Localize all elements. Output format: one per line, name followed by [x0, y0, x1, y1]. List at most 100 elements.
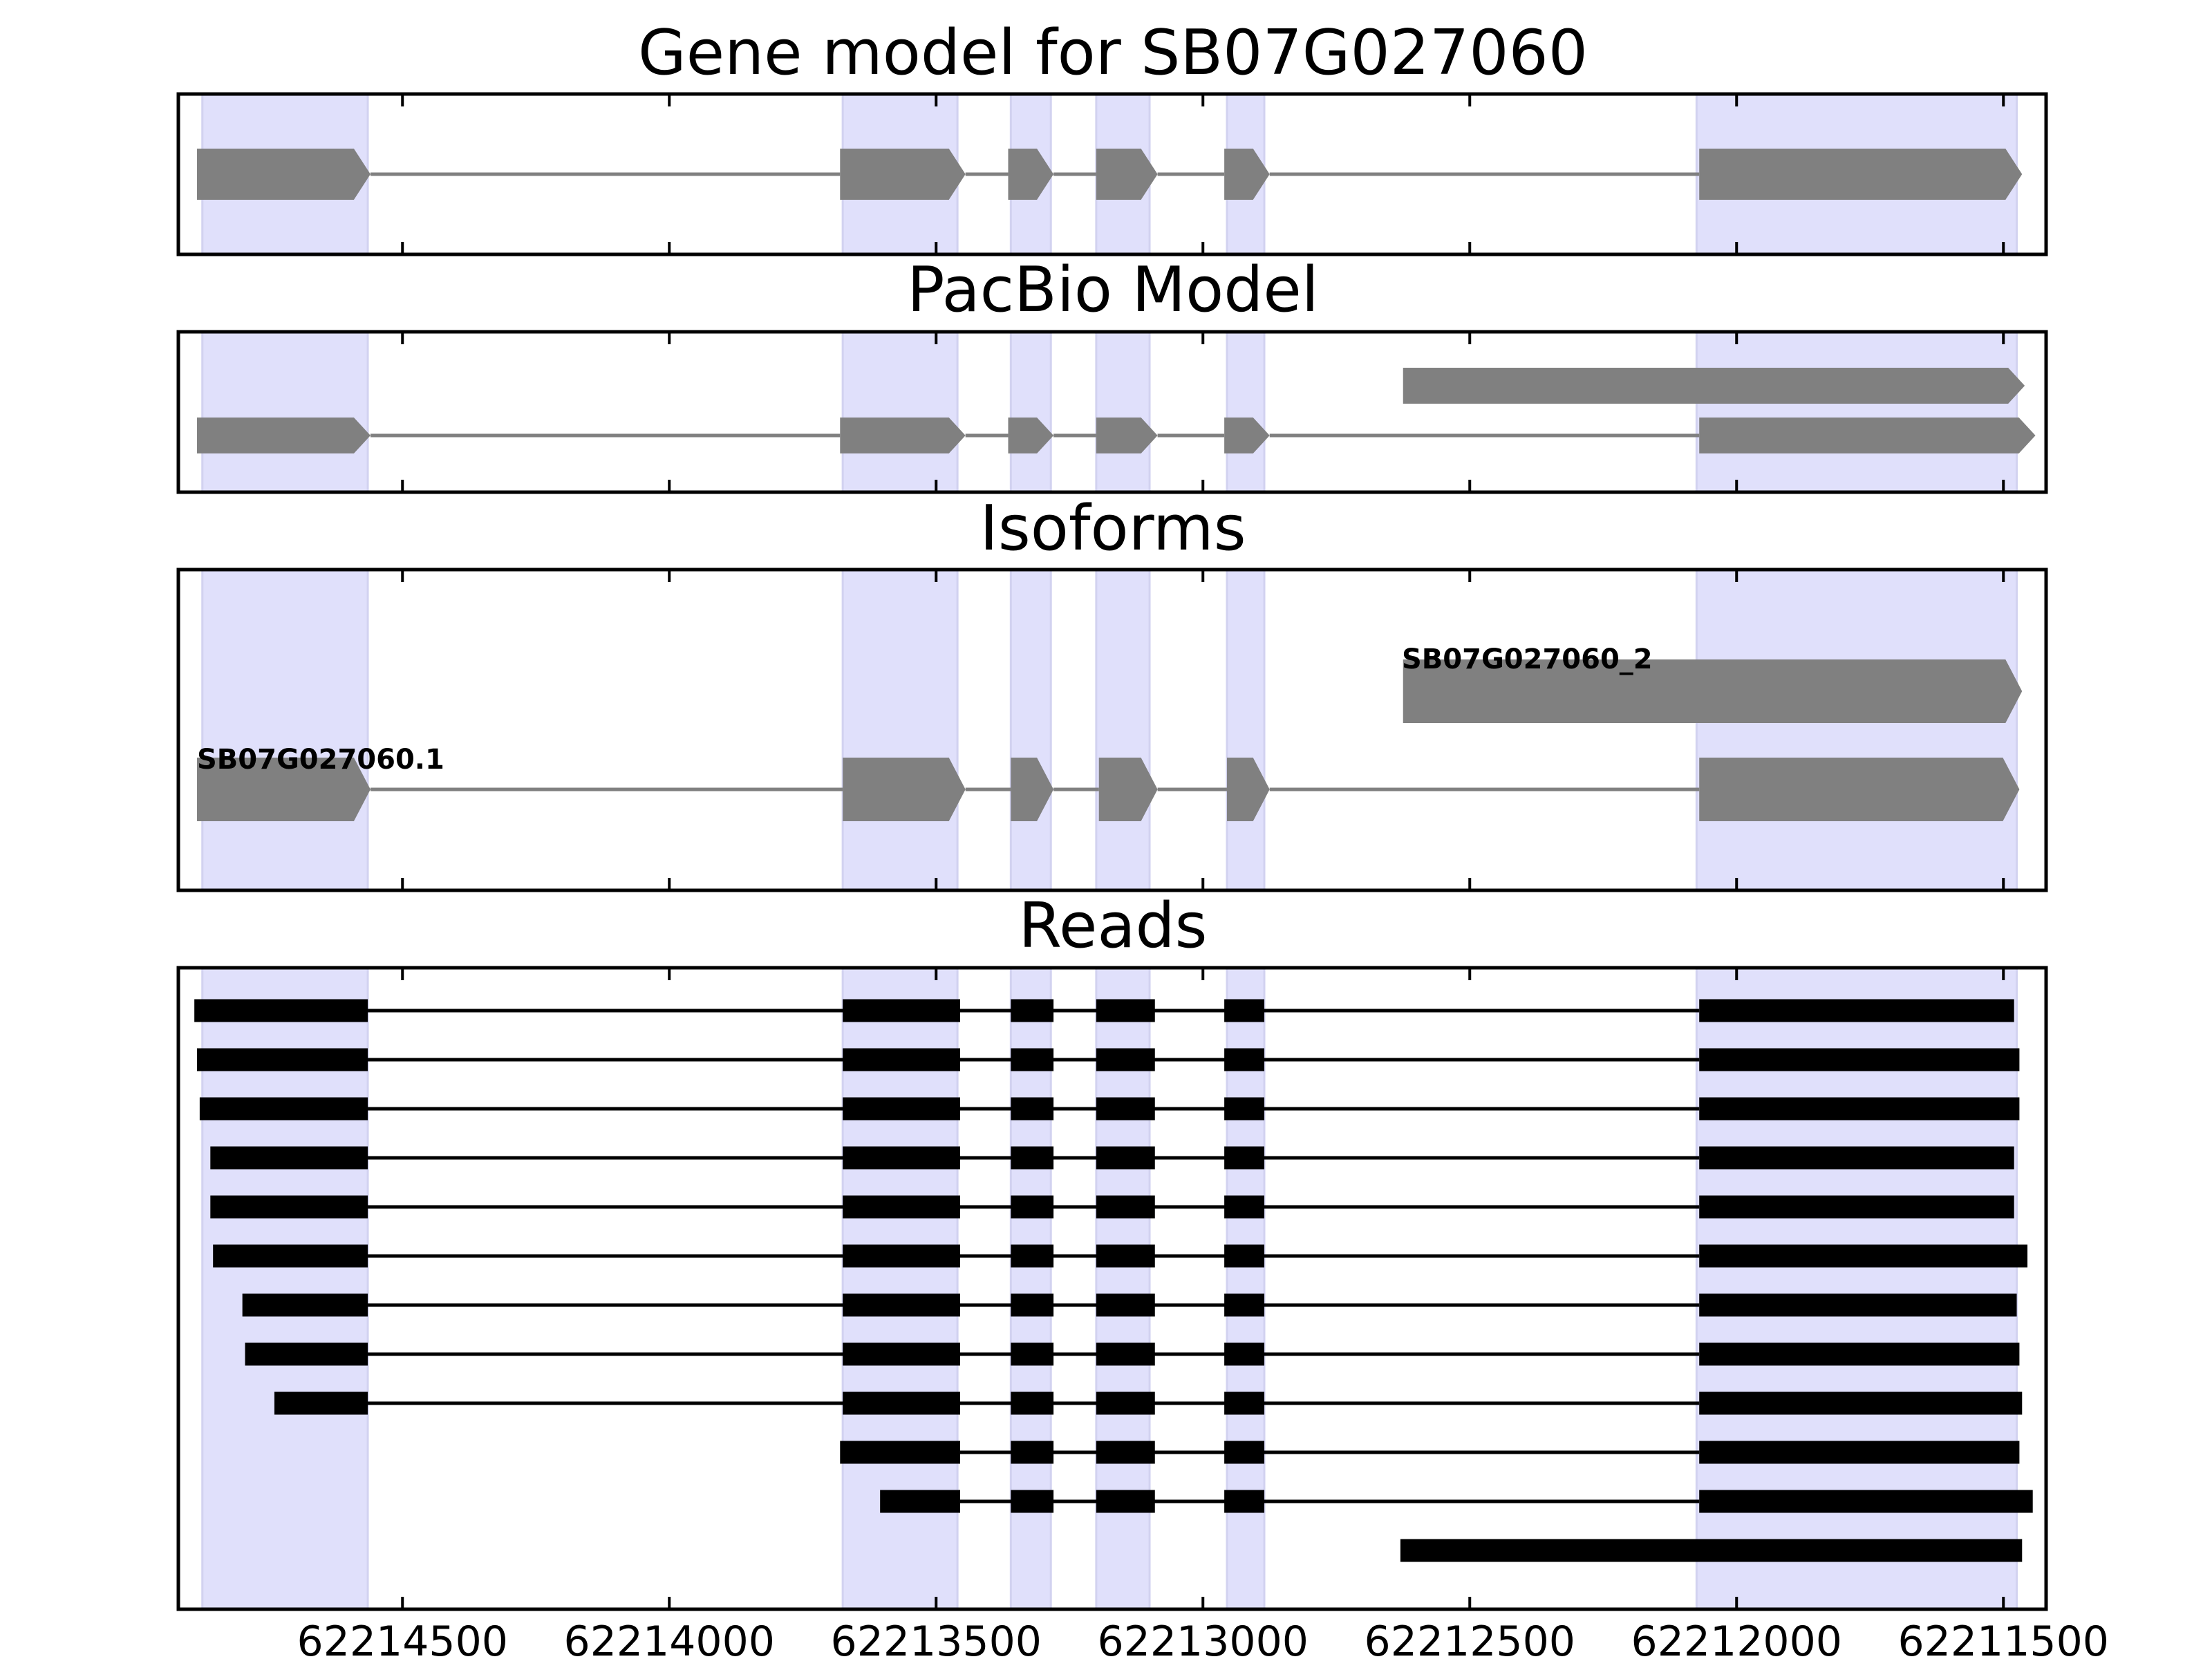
exon-block — [843, 758, 966, 821]
pacbio-model-panel — [178, 332, 2046, 492]
exon-block — [1699, 149, 2022, 200]
exon-highlight — [1227, 332, 1264, 492]
exon-highlight — [843, 332, 957, 492]
read-exon — [1699, 1392, 2022, 1415]
read-exon — [1096, 1392, 1155, 1415]
exon-block — [1699, 418, 2035, 453]
read-exon — [1224, 1343, 1264, 1366]
read-exon — [210, 1147, 368, 1170]
gene-model-panel — [178, 94, 2046, 254]
read-exon — [1699, 1098, 2019, 1121]
read-row — [210, 1196, 2014, 1219]
read-exon — [1224, 1196, 1264, 1219]
read-exon — [1011, 1049, 1053, 1071]
x-axis-tick-labels: 62214500 62214000 62213500 62213000 62212500… — [297, 1618, 2109, 1659]
read-row — [210, 1147, 2014, 1170]
exon-block — [840, 418, 965, 453]
read-exon — [1011, 1245, 1053, 1268]
exon-highlight — [1227, 570, 1264, 890]
read-exon — [1011, 1392, 1053, 1415]
exon-highlight — [1096, 570, 1150, 890]
read-exon — [1096, 1049, 1155, 1071]
read-exon — [1699, 1049, 2019, 1071]
read-exon — [1224, 1049, 1264, 1071]
read-row — [1400, 1539, 2022, 1562]
read-row — [840, 1441, 2019, 1464]
gene-model-title: Gene model for SB07G027060 — [638, 17, 1588, 89]
read-exon — [1011, 1343, 1053, 1366]
reads-title: Reads — [1018, 890, 1207, 962]
read-exon — [274, 1392, 368, 1415]
read-exon — [843, 1098, 960, 1121]
read-exon — [213, 1245, 368, 1268]
isoform-label-2: SB07G027060_2 — [1402, 644, 1653, 675]
pacbio-model-title: PacBio Model — [907, 254, 1319, 326]
read-exon — [843, 1000, 960, 1022]
isoforms-highlights — [203, 570, 2017, 890]
exon-block — [1699, 758, 2019, 821]
read-exon — [1096, 1147, 1155, 1170]
read-row — [880, 1490, 2033, 1513]
read-exon — [1096, 1196, 1155, 1219]
read-exon — [1011, 1294, 1053, 1317]
x-tick-label: 62211500 — [1898, 1618, 2109, 1659]
read-exon — [843, 1343, 960, 1366]
read-exon — [197, 1049, 368, 1071]
isoforms-panel: SB07G027060_2 SB07G027060.1 — [178, 570, 2046, 890]
exon-highlight — [203, 332, 368, 492]
exon-highlight — [843, 570, 957, 890]
read-exon — [1011, 1000, 1053, 1022]
read-row — [200, 1098, 2020, 1121]
read-exon — [1096, 1000, 1155, 1022]
gene-model-features — [197, 149, 2022, 200]
read-row — [194, 1000, 2014, 1022]
read-exon — [1224, 1147, 1264, 1170]
read-exon — [1011, 1196, 1053, 1219]
exon-highlight — [203, 570, 368, 890]
read-exon — [1224, 1294, 1264, 1317]
read-exon — [245, 1343, 368, 1366]
isoform-label-1: SB07G027060.1 — [197, 744, 444, 776]
isoforms-title: Isoforms — [980, 492, 1246, 565]
read-exon — [1224, 1098, 1264, 1121]
read-exon — [1096, 1343, 1155, 1366]
read-exon — [1011, 1441, 1053, 1464]
exon-block — [197, 418, 371, 453]
read-exon — [243, 1294, 368, 1317]
exon-block — [1403, 368, 2025, 404]
read-exon — [194, 1000, 368, 1022]
read-exon — [1699, 1441, 2019, 1464]
read-exon — [843, 1245, 960, 1268]
read-exon — [200, 1098, 368, 1121]
read-exon — [1699, 1147, 2014, 1170]
read-exon — [1699, 1343, 2019, 1366]
read-exon — [1400, 1539, 2022, 1562]
read-row — [213, 1245, 2027, 1268]
read-exon — [1011, 1490, 1053, 1513]
exon-block — [197, 149, 371, 200]
read-exon — [1224, 1490, 1264, 1513]
exon-highlight — [1011, 332, 1051, 492]
read-row — [274, 1392, 2022, 1415]
read-exon — [1699, 1196, 2014, 1219]
read-exon — [1096, 1245, 1155, 1268]
reads-panel — [178, 968, 2046, 1609]
exon-highlight — [1696, 332, 2016, 492]
read-exon — [1096, 1441, 1155, 1464]
read-exon — [843, 1294, 960, 1317]
read-exon — [1096, 1294, 1155, 1317]
read-row — [197, 1049, 2019, 1071]
read-exon — [880, 1490, 960, 1513]
x-tick-label: 62212000 — [1631, 1618, 1842, 1659]
read-exon — [1224, 1392, 1264, 1415]
x-tick-label: 62214500 — [297, 1618, 508, 1659]
read-exon — [1011, 1098, 1053, 1121]
x-tick-label: 62212500 — [1365, 1618, 1575, 1659]
exon-highlight — [1011, 570, 1051, 890]
read-exon — [1699, 1245, 2027, 1268]
read-exon — [210, 1196, 368, 1219]
read-exon — [843, 1392, 960, 1415]
read-exon — [1699, 1294, 2016, 1317]
read-exon — [1224, 1245, 1264, 1268]
